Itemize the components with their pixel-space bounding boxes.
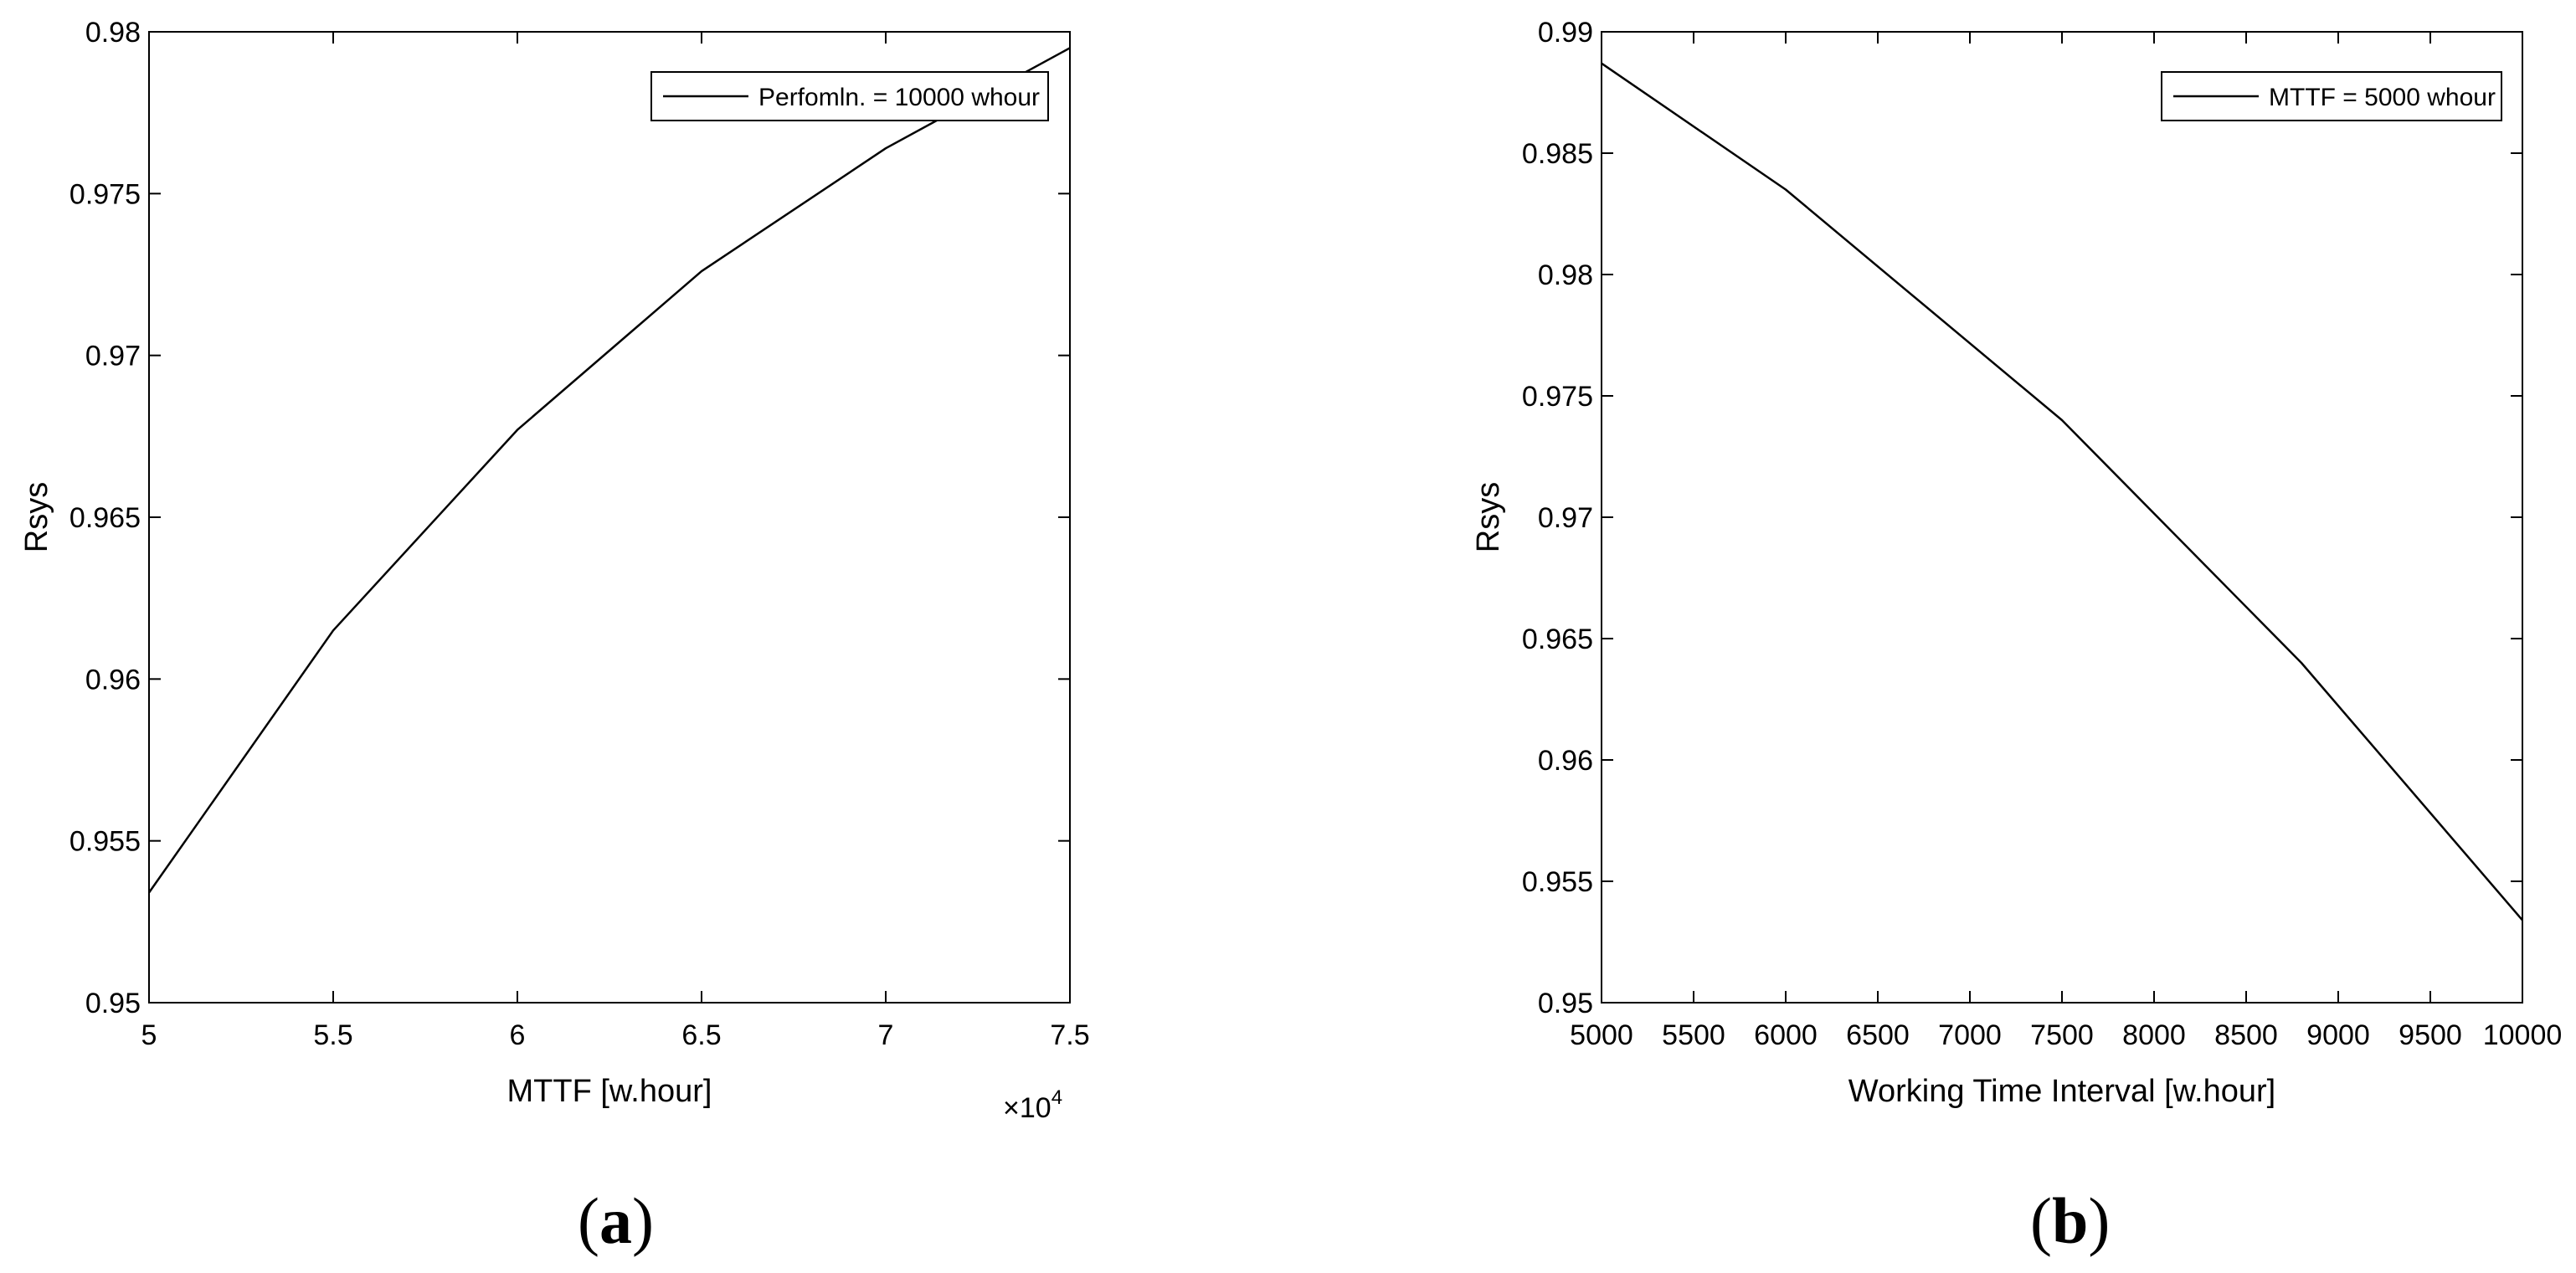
y-tick-label-b-4: 0.97 [1538,502,1593,534]
series-line-a-0 [147,47,1071,894]
panel-label-b: (b) [2030,1184,2110,1257]
y-axis-a: 0.95 0.955 0.96 0.965 0.97 0.975 0.98 [69,17,1070,1019]
y-tick-label-a-0: 0.95 [85,988,141,1019]
x-tick-label-b-6: 8000 [2122,1019,2186,1051]
y-tick-label-b-0: 0.95 [1538,988,1593,1019]
y-tick-label-a-4: 0.97 [85,341,141,372]
x-axis-label-a: MTTF [w.hour] [507,1074,712,1109]
y-tick-label-a-6: 0.98 [85,17,141,49]
y-tick-label-b-5: 0.975 [1522,381,1593,413]
x-tick-label-b-0: 5000 [1570,1019,1633,1051]
y-tick-label-a-3: 0.965 [69,502,141,534]
x-axis-exponent-a: ×104 [1003,1086,1062,1124]
x-tick-label-b-10: 10000 [2483,1019,2563,1051]
x-axis-exponent-base-a: ×10 [1003,1092,1051,1124]
x-tick-label-a-0: 5 [141,1019,157,1051]
series-lines-b [1601,62,2523,921]
x-tick-label-b-7: 8500 [2214,1019,2278,1051]
x-tick-label-a-4: 7 [878,1019,894,1051]
x-axis-a: 5 5.5 6 6.5 7 7.5 [141,32,1090,1051]
x-tick-label-b-8: 9000 [2306,1019,2370,1051]
x-axis-exponent-power-a: 4 [1051,1086,1062,1109]
panel-label-a: (a) [578,1184,654,1257]
x-axis-label-b: Working Time Interval [w.hour] [1848,1074,2275,1109]
x-tick-label-a-1: 5.5 [313,1019,352,1051]
x-tick-label-b-4: 7000 [1938,1019,2002,1051]
x-tick-label-a-5: 7.5 [1050,1019,1089,1051]
legend-label-b: MTTF = 5000 whour [2269,84,2496,111]
y-tick-label-b-6: 0.98 [1538,259,1593,291]
x-tick-label-a-3: 6.5 [681,1019,721,1051]
y-tick-label-b-3: 0.965 [1522,624,1593,655]
x-axis-b: 5000 5500 6000 6500 7000 7500 8000 8500 9000 9500… [1570,32,2562,1051]
y-axis-label-b: Rsys [1471,482,1506,552]
y-tick-label-a-1: 0.955 [69,826,141,858]
y-tick-label-a-5: 0.975 [69,178,141,210]
x-tick-label-a-2: 6 [510,1019,526,1051]
plot-area-a [148,31,1071,1004]
y-axis-b: 0.95 0.955 0.96 0.965 0.97 0.975 0.98 0.985 0.99 [1522,17,2522,1019]
chart-panel-b: 0.95 0.955 0.96 0.965 0.97 0.975 0.98 0.985 0.99… [1471,17,2562,1257]
y-tick-label-b-1: 0.955 [1522,866,1593,898]
series-lines-a [147,47,1071,894]
x-tick-label-b-5: 7500 [2030,1019,2094,1051]
chart-panel-a: 0.95 0.955 0.96 0.965 0.97 0.975 0.98 5 5.5 6 6.5… [19,17,1090,1257]
series-line-b-0 [1601,62,2523,921]
legend-b: MTTF = 5000 whour [2161,71,2502,121]
y-tick-label-a-2: 0.96 [85,664,141,696]
y-tick-label-b-2: 0.96 [1538,745,1593,777]
panel-label-a-letter: a [599,1184,632,1257]
x-tick-label-b-9: 9500 [2399,1019,2462,1051]
y-axis-label-a: Rsys [19,482,54,552]
legend-label-a: Perfomln. = 10000 whour [758,84,1040,111]
x-tick-label-b-2: 6000 [1754,1019,1818,1051]
x-tick-label-b-3: 6500 [1846,1019,1910,1051]
plot-area-b [1601,31,2523,1004]
y-tick-label-b-7: 0.985 [1522,138,1593,170]
legend-a: Perfomln. = 10000 whour [650,71,1049,121]
x-tick-label-b-1: 5500 [1662,1019,1725,1051]
y-tick-label-b-8: 0.99 [1538,17,1593,49]
panel-label-b-letter: b [2052,1184,2088,1257]
